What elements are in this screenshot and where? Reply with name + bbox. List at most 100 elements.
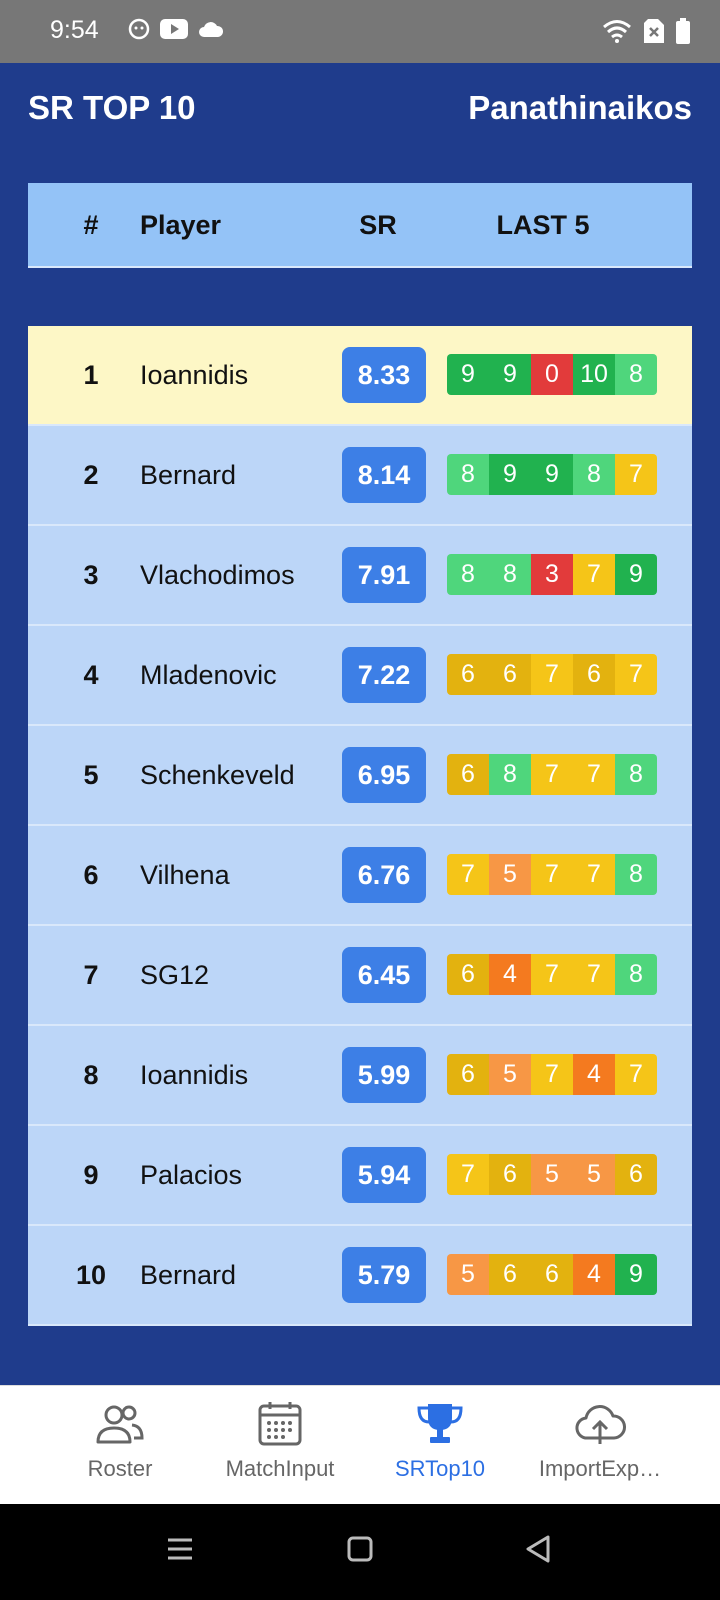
score-chip: 6 [489, 1154, 531, 1195]
nav-label: MatchInput [225, 1456, 335, 1481]
score-chip: 0 [531, 354, 573, 395]
last5-scores: 8 8 3 7 9 [447, 554, 657, 595]
table-row[interactable]: 1 Ioannidis 8.33 9 9 0 10 8 [28, 326, 692, 426]
score-chip: 7 [615, 654, 657, 695]
score-chip: 4 [573, 1254, 615, 1295]
bottom-nav: Roster MatchInput SRTop10 ImportExp… [0, 1385, 720, 1504]
row-player-name: Vlachodimos [140, 560, 295, 590]
sr-badge: 6.76 [342, 847, 426, 903]
row-rank: 9 [83, 1160, 99, 1190]
nav-roster[interactable]: Roster [30, 1386, 210, 1505]
score-chip: 3 [531, 554, 573, 595]
score-chip: 7 [573, 854, 615, 895]
score-chip: 8 [615, 354, 657, 395]
status-left-icons [128, 18, 224, 40]
score-chip: 8 [615, 754, 657, 795]
cloud-icon [199, 22, 224, 37]
battery-icon [676, 18, 690, 44]
score-chip: 9 [615, 554, 657, 595]
table-row[interactable]: 7 SG12 6.45 6 4 7 7 8 [28, 926, 692, 1026]
score-chip: 5 [489, 854, 531, 895]
row-rank: 4 [83, 660, 99, 690]
score-chip: 7 [573, 954, 615, 995]
last5-scores: 6 5 7 4 7 [447, 1054, 657, 1095]
score-chip: 7 [447, 854, 489, 895]
table-row[interactable]: 3 Vlachodimos 7.91 8 8 3 7 9 [28, 526, 692, 626]
nav-label: ImportExp… [538, 1456, 662, 1481]
score-chip: 7 [573, 754, 615, 795]
score-chip: 7 [573, 554, 615, 595]
team-name: Panathinaikos [468, 89, 692, 126]
score-chip: 7 [615, 1054, 657, 1095]
row-rank: 7 [83, 960, 99, 990]
table-row[interactable]: 10 Bernard 5.79 5 6 6 4 9 [28, 1226, 692, 1326]
table-row[interactable]: 4 Mladenovic 7.22 6 6 7 6 7 [28, 626, 692, 726]
last5-scores: 7 5 7 7 8 [447, 854, 657, 895]
last5-scores: 7 6 5 5 6 [447, 1154, 657, 1195]
sr-badge: 6.95 [342, 747, 426, 803]
score-chip: 5 [447, 1254, 489, 1295]
table-row[interactable]: 9 Palacios 5.94 7 6 5 5 6 [28, 1126, 692, 1226]
score-chip: 6 [489, 654, 531, 695]
row-player-name: SG12 [140, 960, 210, 990]
nav-srtop10[interactable]: SRTop10 [350, 1386, 530, 1505]
sr-badge: 5.94 [342, 1147, 426, 1203]
home-icon[interactable] [346, 1534, 374, 1564]
score-chip: 6 [447, 754, 489, 795]
row-player-name: Ioannidis [140, 1060, 249, 1090]
row-player-name: Schenkeveld [140, 760, 295, 790]
sr-badge: 5.99 [342, 1047, 426, 1103]
score-chip: 7 [531, 654, 573, 695]
score-chip: 8 [447, 454, 489, 495]
row-rank: 10 [75, 1260, 107, 1290]
score-chip: 4 [573, 1054, 615, 1095]
table-row[interactable]: 2 Bernard 8.14 8 9 9 8 7 [28, 426, 692, 526]
row-rank: 6 [83, 860, 99, 890]
score-chip: 9 [531, 454, 573, 495]
row-player-name: Mladenovic [140, 660, 277, 690]
score-chip: 5 [573, 1154, 615, 1195]
score-chip: 10 [573, 354, 615, 395]
page-title: SR TOP 10 [28, 89, 196, 126]
nav-matchinput[interactable]: MatchInput [190, 1386, 370, 1505]
score-chip: 9 [489, 454, 531, 495]
row-player-name: Palacios [140, 1160, 243, 1190]
column-header-sr: SR [359, 210, 397, 240]
score-chip: 9 [615, 1254, 657, 1295]
menu-icon[interactable] [166, 1534, 194, 1564]
last5-scores: 6 6 7 6 7 [447, 654, 657, 695]
table-row[interactable]: 5 Schenkeveld 6.95 6 8 7 7 8 [28, 726, 692, 826]
sr-badge: 8.33 [342, 347, 426, 403]
table-row[interactable]: 8 Ioannidis 5.99 6 5 7 4 7 [28, 1026, 692, 1126]
score-chip: 6 [447, 954, 489, 995]
cloud-upload-icon [575, 1405, 626, 1444]
score-chip: 8 [489, 754, 531, 795]
row-rank: 1 [83, 360, 99, 390]
score-chip: 9 [489, 354, 531, 395]
score-chip: 7 [531, 754, 573, 795]
trophy-icon [417, 1404, 463, 1443]
score-chip: 8 [489, 554, 531, 595]
row-player-name: Ioannidis [140, 360, 249, 390]
ranking-table: 1 Ioannidis 8.33 9 9 0 10 8 2 Bernard 8.… [28, 326, 692, 1326]
score-chip: 9 [447, 354, 489, 395]
score-chip: 7 [531, 854, 573, 895]
table-row[interactable]: 6 Vilhena 6.76 7 5 7 7 8 [28, 826, 692, 926]
score-chip: 8 [615, 854, 657, 895]
youtube-icon [160, 19, 188, 39]
row-rank: 5 [83, 760, 99, 790]
last5-scores: 6 4 7 7 8 [447, 954, 657, 995]
nav-label: Roster [87, 1456, 153, 1481]
score-chip: 5 [531, 1154, 573, 1195]
wifi-icon [603, 20, 631, 43]
column-header-last5: LAST 5 [496, 210, 590, 240]
nav-importexport[interactable]: ImportExp… [510, 1386, 690, 1505]
score-chip: 8 [573, 454, 615, 495]
score-chip: 8 [615, 954, 657, 995]
last5-scores: 8 9 9 8 7 [447, 454, 657, 495]
score-chip: 6 [615, 1154, 657, 1195]
score-chip: 6 [447, 1054, 489, 1095]
row-player-name: Bernard [140, 460, 237, 490]
sr-badge: 8.14 [342, 447, 426, 503]
back-icon[interactable] [524, 1534, 552, 1564]
